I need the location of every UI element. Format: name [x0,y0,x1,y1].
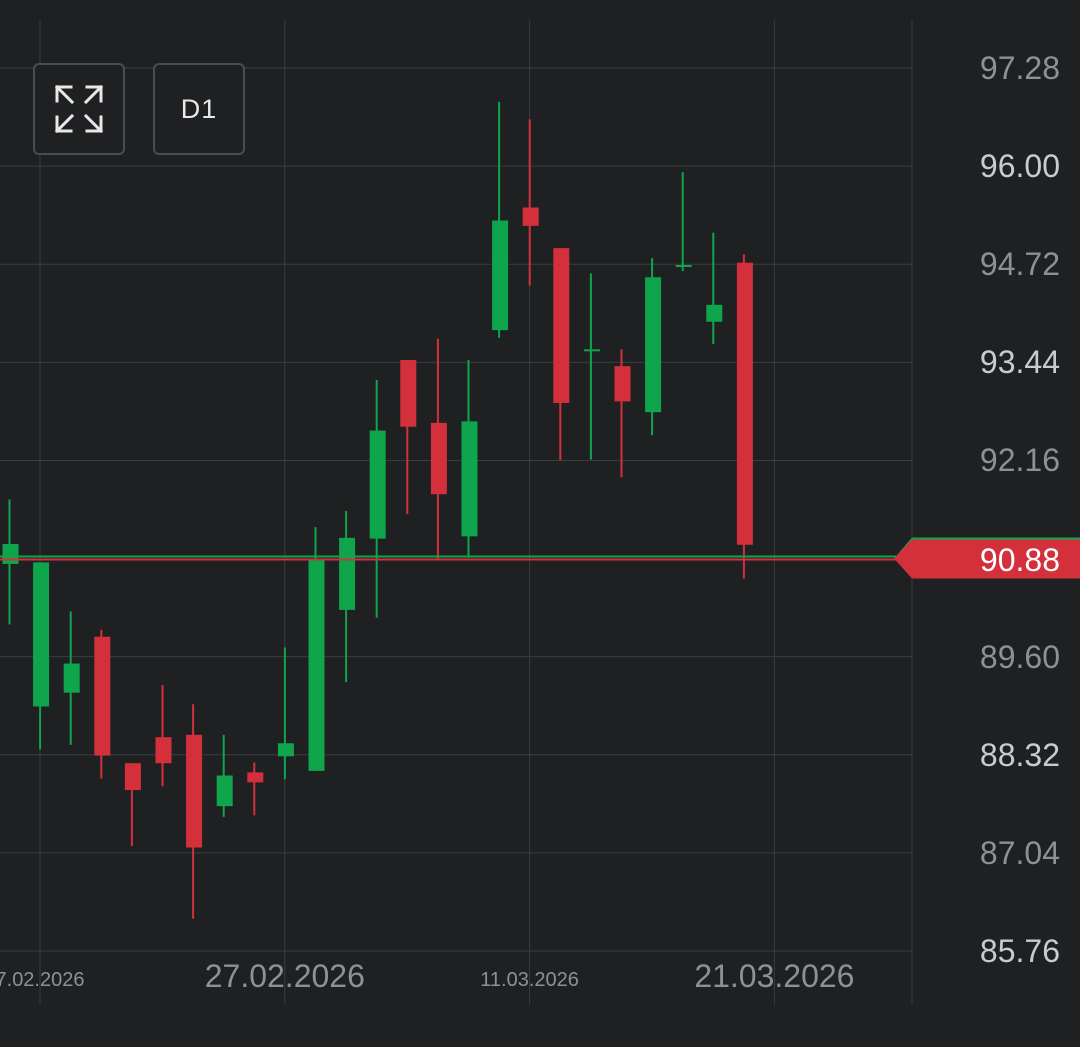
candle-body [736,262,753,545]
current-price-label: 90.88 [979,541,1060,578]
candle-body [461,421,478,537]
expand-chart-button[interactable] [33,63,125,155]
candle-body [33,562,50,707]
candle-body [583,349,600,352]
candle-body [124,763,141,791]
date-tick-label: 11.03.2026 [480,969,579,991]
expand-arrows-icon [54,84,104,134]
date-tick-label: 7.02.2026 [0,969,85,991]
candle-body [492,220,509,331]
price-tick-label: 87.04 [979,834,1060,871]
candle-body [675,264,692,267]
candle-body [553,248,570,403]
candle-body [522,207,539,226]
date-tick-label: 27.02.2026 [204,958,365,994]
candle-body [277,743,294,757]
price-tick-label: 94.72 [979,246,1060,283]
candle-body [94,636,111,756]
candle-body [400,360,417,427]
candle-body [430,422,447,495]
price-tick-label: 96.00 [979,148,1060,185]
price-tick-label: 92.16 [979,442,1060,479]
price-tick-label: 89.60 [979,638,1060,675]
candle-body [706,304,723,322]
candle-body [339,537,356,610]
date-tick-label: 21.03.2026 [694,958,855,994]
candle-body [155,737,172,764]
price-tick-label: 88.32 [979,736,1060,773]
candle-body [186,734,203,848]
candle-body [63,663,80,693]
current-price-tag [894,539,1080,579]
candle-body [614,366,631,402]
timeframe-button[interactable]: D1 [153,63,245,155]
price-tick-label: 85.76 [979,933,1060,969]
candle-body [216,775,233,807]
candle-body [308,558,325,771]
candle-body [2,543,19,564]
price-tick-label: 97.28 [979,50,1060,86]
candle-body [645,277,662,413]
price-tick-label: 93.44 [979,344,1060,381]
candle-body [247,772,264,783]
candle-body [369,430,386,539]
